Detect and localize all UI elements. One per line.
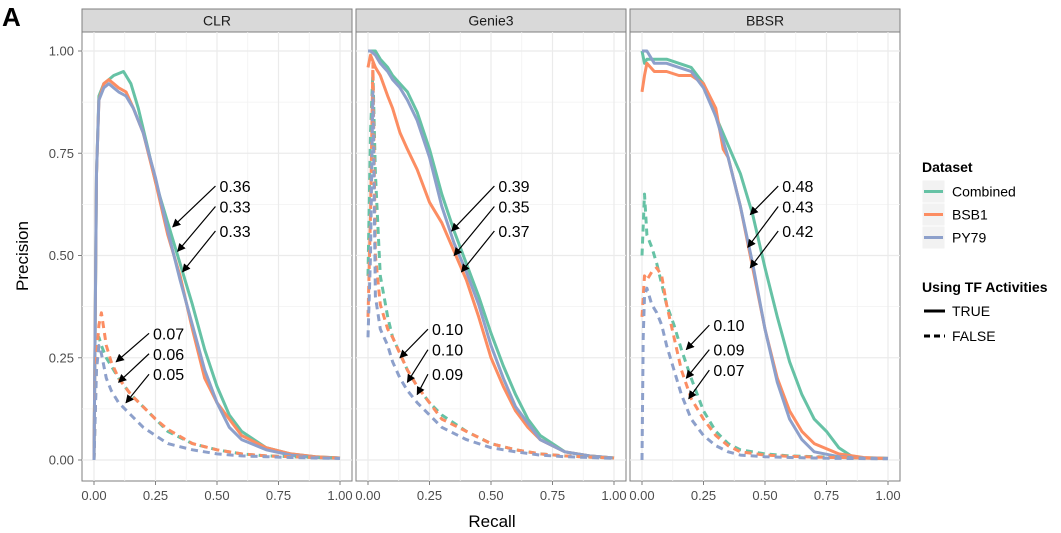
legend-label-bsb1: BSB1 [952, 207, 988, 223]
annotation-arrow [172, 185, 216, 228]
annotation-label: 0.36 [219, 179, 250, 196]
annotation-arrow [453, 206, 495, 257]
annotation-label: 0.09 [432, 367, 463, 384]
series-line-py79-true [368, 49, 615, 460]
y-tick-label: 0.25 [49, 350, 74, 365]
x-tick-label: 0.50 [478, 488, 503, 503]
legend-label-py79: PY79 [952, 230, 986, 246]
annotation-label: 0.48 [782, 179, 813, 196]
x-tick-label: 0.25 [691, 488, 716, 503]
facet-title: CLR [203, 13, 231, 29]
y-tick-label: 0.00 [49, 453, 74, 468]
legend: Dataset Combined BSB1 PY79 Using TF Activi… [921, 159, 1048, 344]
x-axis-title: Recall [468, 512, 515, 531]
x-tick-label: 0.00 [355, 488, 380, 503]
legend-label-combined: Combined [952, 184, 1016, 200]
x-tick-label: 0.75 [266, 488, 291, 503]
annotation-label: 0.05 [153, 367, 184, 384]
y-tick-label: 1.00 [49, 44, 74, 59]
annotation-label: 0.37 [498, 224, 529, 241]
x-tick-label: 0.75 [540, 488, 565, 503]
facet-genie3: Genie3 0.39 0.35 0.37 0.10 0.10 0.09 0.00 0.25 0.… [355, 8, 627, 503]
series-line-bsb1-false [92, 311, 341, 461]
annotation-label: 0.10 [432, 343, 463, 360]
x-tick-label: 0.50 [204, 488, 229, 503]
facet-panels: CLR 0.36 0.33 0.33 0.07 0.06 0.05 0.00 0.25 0.50 0… [49, 8, 901, 503]
facet-title: Genie3 [468, 13, 513, 29]
annotation-arrow [685, 324, 710, 351]
series-line-py79-false [366, 90, 615, 460]
facet-clr: CLR 0.36 0.33 0.33 0.07 0.06 0.05 0.00 0.25 0.50 0… [49, 8, 353, 503]
annotation-label: 0.06 [153, 347, 184, 364]
y-tick-label: 0.50 [49, 248, 74, 263]
y-tick-label: 0.75 [49, 146, 74, 161]
annotation-label: 0.43 [782, 200, 813, 217]
legend-label-true: TRUE [952, 303, 990, 319]
x-tick-label: 0.75 [814, 488, 839, 503]
legend-label-false: FALSE [952, 328, 996, 344]
x-tick-label: 0.25 [143, 488, 168, 503]
annotation-label: 0.10 [432, 322, 463, 339]
series-line-combined-true [640, 50, 889, 460]
legend-tf-title: Using TF Activities [922, 279, 1048, 295]
x-tick-label: 1.00 [601, 488, 626, 503]
series-line-py79-false [92, 344, 341, 461]
y-axis-title: Precision [13, 221, 32, 291]
legend-dataset-items: Combined BSB1 PY79 [921, 179, 1016, 250]
annotation-arrow [451, 185, 495, 232]
annotation-label: 0.09 [713, 343, 744, 360]
annotation-arrow [416, 373, 429, 396]
annotation-arrow [749, 230, 779, 269]
series-line-bsb1-false [640, 266, 889, 460]
annotation-arrow [399, 328, 429, 359]
annotation-label: 0.35 [498, 200, 529, 217]
annotation-arrow [688, 369, 710, 400]
x-tick-label: 1.00 [875, 488, 900, 503]
facet-bbsr: BBSR 0.48 0.43 0.42 0.10 0.09 0.07 0.00 0.25 0.50… [629, 8, 901, 503]
annotation-arrow [747, 206, 779, 248]
x-tick-label: 0.25 [417, 488, 442, 503]
series-line-py79-true [642, 49, 889, 460]
annotation-arrow [115, 332, 150, 363]
panel-letter: A [2, 2, 21, 32]
x-tick-label: 1.00 [327, 488, 352, 503]
legend-dataset-title: Dataset [922, 159, 973, 175]
annotation-arrow [177, 206, 216, 253]
annotation-arrow [406, 349, 429, 384]
facet-title: BBSR [746, 13, 784, 29]
annotation-arrow [460, 230, 495, 273]
legend-tf-items: TRUE FALSE [924, 303, 996, 344]
annotation-arrow [685, 349, 710, 379]
annotation-arrow [125, 373, 150, 404]
annotation-label: 0.07 [153, 326, 184, 343]
annotation-label: 0.42 [782, 224, 813, 241]
annotation-arrow [117, 353, 150, 383]
annotation-label: 0.33 [219, 200, 250, 217]
annotation-label: 0.39 [498, 179, 529, 196]
annotation-label: 0.07 [713, 363, 744, 380]
x-tick-label: 0.00 [629, 488, 654, 503]
series-line-py79-true [92, 82, 341, 461]
annotation-label: 0.10 [713, 318, 744, 335]
annotation-arrow [182, 230, 216, 273]
annotation-arrow [749, 185, 779, 216]
x-tick-label: 0.00 [81, 488, 106, 503]
annotation-label: 0.33 [219, 224, 250, 241]
x-tick-label: 0.50 [752, 488, 777, 503]
